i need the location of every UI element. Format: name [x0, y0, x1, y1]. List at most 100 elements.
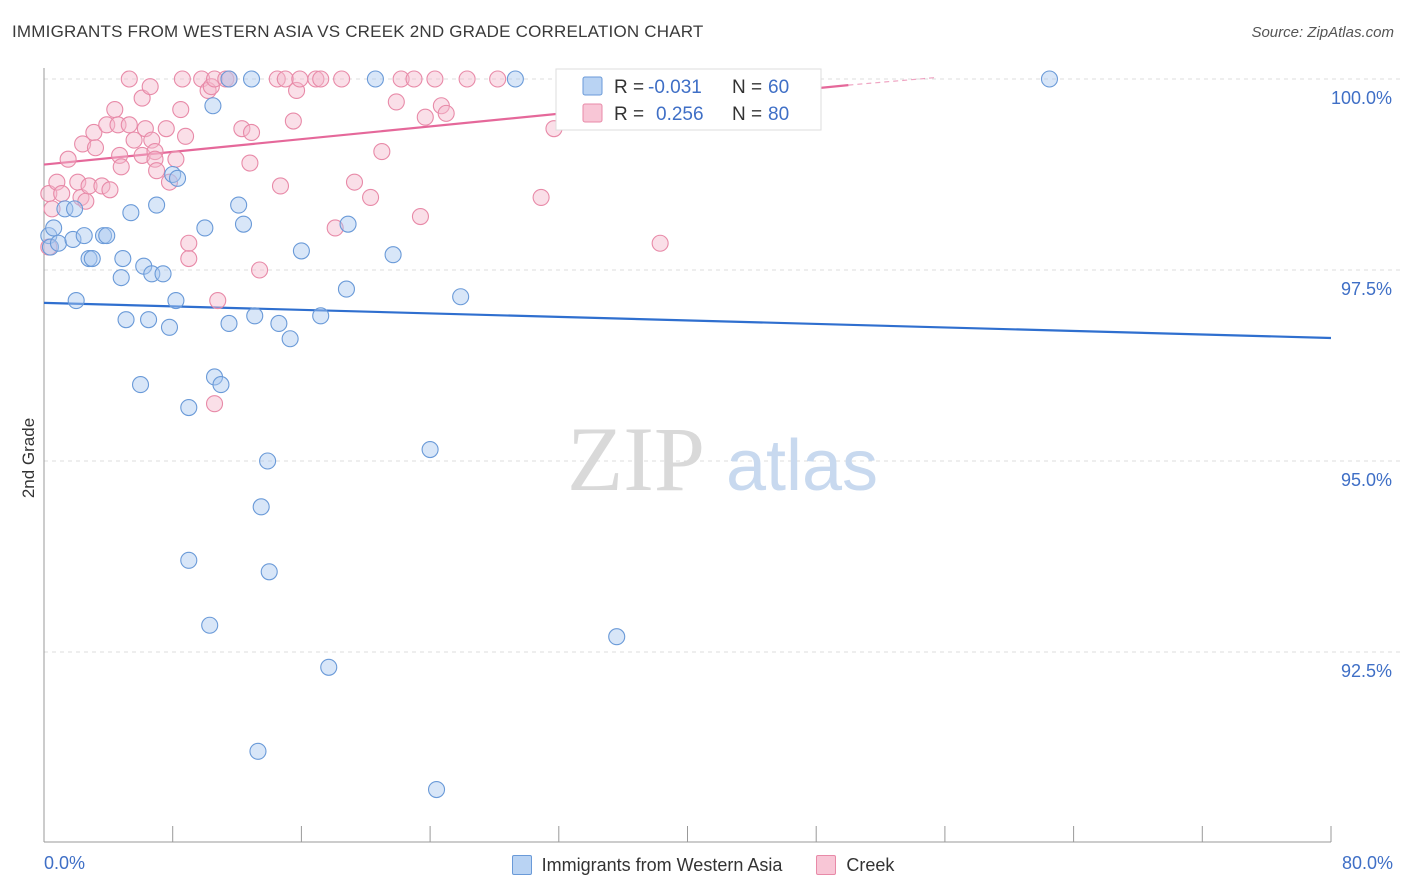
point-pink	[209, 292, 227, 310]
point-pink	[172, 101, 190, 119]
point-blue	[131, 376, 150, 394]
point-blue	[201, 616, 219, 634]
point-blue	[64, 230, 82, 248]
point-blue	[49, 234, 68, 252]
point-blue	[148, 196, 166, 214]
point-blue	[180, 551, 198, 569]
point-blue	[112, 269, 130, 287]
legend-swatch-creek	[816, 855, 837, 875]
legend-label-creek: Creek	[846, 854, 895, 875]
point-blue	[167, 292, 185, 310]
legend-box: R = -0.031 N = 60 R = 0.256 N = 80	[555, 68, 822, 131]
point-blue	[312, 307, 330, 325]
point-pink	[362, 188, 380, 206]
tick-labels: 100.0% 97.5% 95.0% 92.5% 0.0% 80.0%	[44, 88, 1393, 873]
point-blue	[337, 280, 355, 298]
point-pink	[133, 146, 151, 164]
point-pink	[80, 177, 98, 195]
point-blue	[117, 311, 135, 329]
y-tick-label: 100.0%	[1331, 88, 1392, 108]
legend-swatch-western-asia	[511, 855, 532, 875]
chart-title: IMMIGRANTS FROM WESTERN ASIA VS CREEK 2N…	[12, 22, 704, 41]
point-pink	[307, 70, 325, 88]
watermark-atlas: atlas	[726, 426, 878, 506]
legend-item-western-asia: Immigrants from Western Asia	[511, 852, 783, 878]
point-pink	[74, 135, 92, 153]
point-pink	[333, 70, 351, 88]
watermark: ZIP atlas	[567, 408, 878, 510]
point-pink	[120, 70, 138, 88]
legend-item-creek: Creek	[816, 852, 894, 878]
point-pink	[86, 139, 105, 157]
point-pink	[120, 116, 138, 134]
point-blue	[204, 97, 222, 115]
point-pink	[437, 104, 455, 122]
point-pink	[141, 78, 159, 96]
point-blue	[384, 246, 402, 264]
point-pink	[392, 70, 410, 88]
point-pink	[387, 93, 405, 111]
point-pink	[205, 395, 224, 413]
point-blue	[608, 628, 626, 646]
legend-swatch-pink	[582, 103, 603, 123]
point-blue	[140, 311, 158, 329]
point-blue	[66, 200, 84, 218]
legend-label-western-asia: Immigrants from Western Asia	[541, 854, 783, 875]
trend-line-dashed-pink	[848, 76, 937, 86]
point-pink	[405, 70, 423, 88]
point-pink	[173, 70, 191, 88]
point-pink	[345, 173, 364, 191]
legend-r-label-blue: R =	[614, 77, 644, 98]
point-blue	[421, 440, 439, 459]
point-pink	[233, 120, 251, 138]
point-blue	[83, 249, 101, 268]
point-pink	[180, 234, 198, 252]
point-blue	[56, 200, 74, 218]
point-pink	[241, 154, 259, 172]
point-blue	[506, 70, 524, 88]
point-blue	[259, 452, 277, 470]
point-pink	[59, 150, 77, 168]
point-blue	[98, 227, 116, 245]
point-blue	[270, 314, 288, 333]
point-blue	[242, 70, 261, 88]
trend-line-blue	[43, 301, 1332, 340]
point-pink	[416, 108, 434, 126]
point-pink	[177, 127, 195, 145]
x-tick-label-min: 0.0%	[44, 853, 85, 873]
legend-n-value-pink: 80	[768, 104, 789, 125]
point-blue	[320, 658, 338, 676]
point-blue	[1040, 70, 1059, 88]
legend-n-label-pink: N =	[732, 104, 762, 125]
gridlines	[44, 78, 1401, 653]
point-pink	[284, 112, 302, 130]
x-tick-label-max: 80.0%	[1342, 853, 1393, 873]
point-blue	[220, 314, 238, 333]
legend-n-value-blue: 60	[768, 77, 789, 98]
point-blue	[339, 215, 357, 233]
point-blue	[154, 265, 172, 283]
point-pink	[180, 249, 198, 268]
point-pink	[101, 181, 119, 199]
point-blue	[196, 219, 214, 237]
source-label: Source: ZipAtlas.com	[1251, 24, 1394, 41]
point-pink	[276, 70, 294, 88]
point-blue	[67, 292, 85, 310]
point-pink	[125, 131, 143, 149]
axes	[43, 68, 1332, 843]
point-pink	[489, 70, 507, 88]
point-blue	[252, 498, 270, 516]
point-blue	[75, 227, 93, 245]
point-blue	[427, 780, 446, 799]
point-blue	[180, 398, 198, 417]
point-blue	[220, 70, 238, 88]
point-pink	[251, 261, 269, 279]
point-pink	[157, 120, 175, 138]
point-pink	[411, 207, 429, 226]
point-pink	[271, 177, 290, 195]
point-blue	[281, 330, 299, 348]
watermark-zip: ZIP	[567, 408, 705, 510]
y-tick-label: 95.0%	[1341, 470, 1392, 490]
point-pink	[458, 70, 476, 88]
